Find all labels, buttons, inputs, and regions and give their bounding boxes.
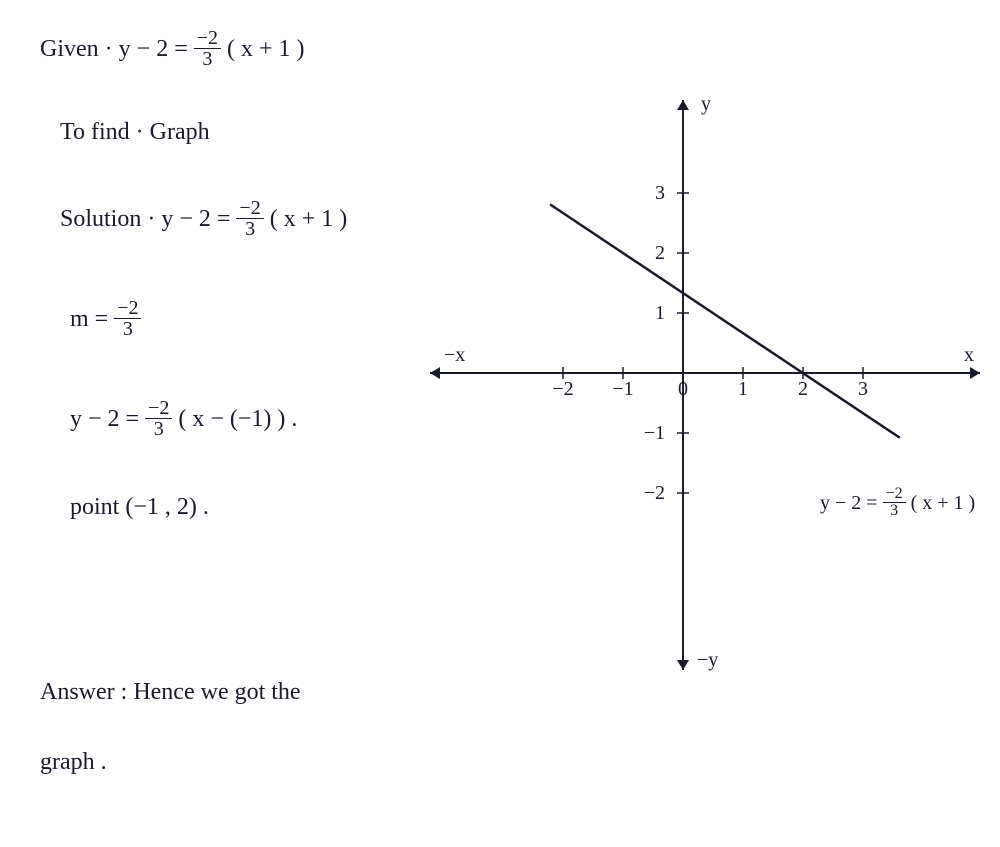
svg-text:x: x: [964, 344, 974, 366]
svg-text:2: 2: [798, 378, 808, 400]
svg-text:−x: −x: [444, 344, 465, 366]
svg-text:1: 1: [738, 378, 748, 400]
line-label-lhs: y − 2 =: [820, 492, 883, 514]
svg-text:−1: −1: [644, 422, 665, 444]
svg-text:2: 2: [655, 242, 665, 264]
svg-text:−2: −2: [552, 378, 573, 400]
graph: 0 1 2 3 −2 −1 1 2 3 −1 −2 y −y x −x: [0, 0, 1000, 847]
svg-text:−1: −1: [612, 378, 633, 400]
svg-text:−2: −2: [644, 482, 665, 504]
line-label-frac: −2 3: [883, 486, 906, 519]
svg-text:y: y: [701, 93, 711, 115]
svg-text:1: 1: [655, 302, 665, 324]
line-label-rhs: ( x + 1 ): [911, 492, 976, 514]
svg-text:3: 3: [858, 378, 868, 400]
svg-text:3: 3: [655, 182, 665, 204]
svg-text:−y: −y: [697, 649, 718, 671]
svg-text:0: 0: [678, 378, 688, 400]
